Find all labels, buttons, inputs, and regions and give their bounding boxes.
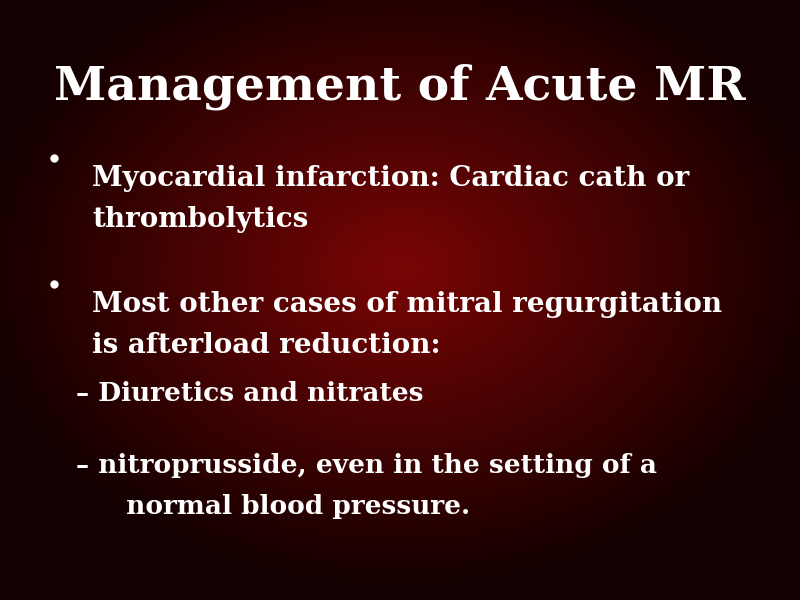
Text: is afterload reduction:: is afterload reduction: (92, 332, 441, 359)
Text: normal blood pressure.: normal blood pressure. (108, 494, 470, 519)
Text: thrombolytics: thrombolytics (92, 206, 308, 233)
Text: – Diuretics and nitrates: – Diuretics and nitrates (76, 381, 423, 406)
Text: Management of Acute MR: Management of Acute MR (54, 63, 746, 109)
Text: Most other cases of mitral regurgitation: Most other cases of mitral regurgitation (92, 291, 722, 318)
Text: – nitroprusside, even in the setting of a: – nitroprusside, even in the setting of … (76, 453, 657, 478)
Text: Myocardial infarction: Cardiac cath or: Myocardial infarction: Cardiac cath or (92, 165, 690, 192)
